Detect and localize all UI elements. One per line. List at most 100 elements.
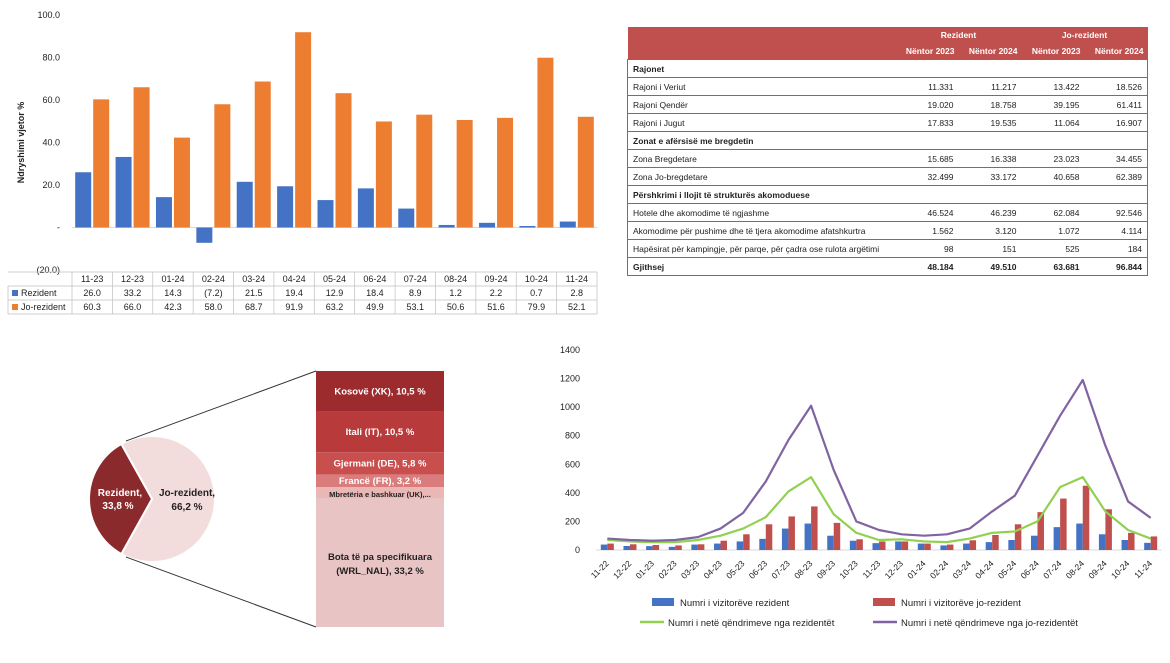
- y-axis-label: Ndryshimi vjetor %: [16, 102, 26, 184]
- data-table-value: 58.0: [205, 302, 223, 312]
- table-row: Rajoni i Veriut 11.331 11.217 13.422 18.526: [627, 77, 1148, 96]
- data-table-value: 66.0: [124, 302, 142, 312]
- bar-visitors-resident: [600, 544, 608, 550]
- connector-line: [125, 370, 317, 442]
- x-tick-label: 10-24: [525, 274, 548, 284]
- bar-visitors-nonresident: [811, 506, 818, 550]
- table-cell: 4.114: [1084, 221, 1148, 240]
- bar-visitors-nonresident: [1150, 536, 1158, 550]
- table-cell: 17.833: [895, 113, 959, 132]
- data-table-value: 68.7: [245, 302, 263, 312]
- data-table-value: 53.1: [407, 302, 425, 312]
- table-group-header-resident: Rezident: [895, 27, 1022, 43]
- table-row-label: Hapësirat për kampingje, për parqe, për …: [627, 239, 896, 258]
- bar-visitors-nonresident: [946, 544, 954, 550]
- bar-visitors-nonresident: [675, 545, 682, 550]
- table-row-label: Rajonet: [627, 59, 1148, 78]
- y-tick-label: 600: [565, 459, 580, 469]
- table-row: Zona Bregdetare 15.685 16.338 23.023 34.455: [627, 149, 1148, 168]
- table-row: Rajoni Qendër 19.020 18.758 39.195 61.411: [627, 95, 1148, 114]
- x-tick-label: 11-22: [589, 558, 611, 580]
- breakdown-label: Francë (FR), 3,2 %: [339, 476, 422, 487]
- y-tick-label: 100.0: [37, 10, 60, 20]
- bar-visitors-nonresident: [1082, 485, 1090, 550]
- bar-visitors-nonresident: [720, 540, 728, 550]
- bar-rezident: [479, 222, 496, 228]
- bar-rezident: [155, 197, 172, 228]
- pie-label: Rezident,: [98, 488, 143, 499]
- bar-visitors-resident: [1076, 523, 1083, 550]
- table-cell: 62.389: [1084, 167, 1148, 186]
- x-tick-label: 09-23: [815, 558, 838, 581]
- breakdown-label: Bota të pa specifikuara: [328, 552, 433, 563]
- y-tick-label: 1200: [560, 374, 580, 384]
- bar-visitors-nonresident: [856, 539, 863, 550]
- table-cell: 3.120: [958, 221, 1022, 240]
- breakdown-label: Gjermani (DE), 5,8 %: [334, 458, 427, 469]
- table-subheader: Nëntor 2023: [1021, 43, 1085, 60]
- accommodation-table: Rezident Jo-rezident Nëntor 2023 Nëntor …: [627, 27, 1148, 276]
- bar-visitors-resident: [940, 545, 947, 550]
- x-tick-label: 10-24: [1109, 558, 1132, 581]
- data-table-value: 60.3: [83, 302, 101, 312]
- bar-visitors-resident: [917, 543, 925, 550]
- y-tick-label: 400: [565, 488, 580, 498]
- data-table-value: 63.2: [326, 302, 344, 312]
- x-tick-label: 04-24: [283, 274, 306, 284]
- x-tick-label: 05-23: [724, 558, 747, 581]
- bar-visitors-resident: [849, 540, 857, 550]
- y-tick-label: 80.0: [42, 53, 60, 63]
- data-table-value: 8.9: [409, 288, 422, 298]
- legend-swatch: [12, 304, 18, 310]
- data-table-value: 12.9: [326, 288, 344, 298]
- bar-rezident: [438, 224, 455, 228]
- table-cell: 1.562: [895, 221, 959, 240]
- visitor-share-pie-chart-svg: Rezident, 33,8 % Jo-rezident, 66,2 % Kosovë …: [88, 370, 444, 628]
- pie-value: 66,2 %: [171, 502, 202, 513]
- bar-visitors-resident: [759, 538, 766, 550]
- bar-visitors-resident: [736, 541, 744, 550]
- bar-jo-rezident: [173, 137, 190, 228]
- x-tick-label: 02-24: [202, 274, 225, 284]
- breakdown-label: Mbretëria e bashkuar (UK),...: [329, 490, 431, 499]
- breakdown-segment: [316, 371, 444, 412]
- bar-visitors-nonresident: [765, 524, 773, 550]
- x-tick-label: 02-24: [928, 558, 951, 581]
- bar-visitors-nonresident: [924, 543, 931, 550]
- pie-label: Jo-rezident,: [159, 488, 215, 499]
- legend-label: Numri i netë qëndrimeve nga rezidentët: [668, 618, 835, 629]
- data-table-value: (7.2): [204, 288, 223, 298]
- bar-visitors-nonresident: [697, 544, 705, 550]
- table-cell: 19.535: [958, 113, 1022, 132]
- data-table-value: 91.9: [285, 302, 303, 312]
- table-cell: 63.681: [1021, 257, 1085, 276]
- table-cell: 33.172: [958, 167, 1022, 186]
- legend-swatch: [12, 290, 18, 296]
- table-cell: 48.184: [895, 257, 959, 276]
- data-table-value: 14.3: [164, 288, 182, 298]
- annual-change-bar-chart: 100.0 80.0 60.0 40.0 20.0 - (20.0) Ndryshimi vj…: [0, 0, 600, 320]
- annual-change-bar-chart-svg: 100.0 80.0 60.0 40.0 20.0 - (20.0) Ndryshimi vj…: [7, 10, 598, 315]
- bar-visitors-nonresident: [1128, 532, 1135, 550]
- table-cell: 16.338: [958, 149, 1022, 168]
- table-cell: 40.658: [1021, 167, 1085, 186]
- x-tick-label: 12-23: [883, 558, 906, 581]
- bar-jo-rezident: [335, 93, 352, 228]
- bar-jo-rezident: [497, 117, 514, 228]
- bar-visitors-nonresident: [629, 544, 637, 550]
- table-row-label: Zonat e afërsisë me bregdetin: [627, 131, 1148, 150]
- y-tick-label: 1400: [560, 345, 580, 355]
- bar-jo-rezident: [456, 119, 473, 228]
- table-row-label: Zona Bregdetare: [627, 149, 896, 168]
- table-row-label: Hotele dhe akomodime të ngjashme: [627, 203, 896, 222]
- y-tick-label: 40.0: [42, 138, 60, 148]
- table-cell: 62.084: [1021, 203, 1085, 222]
- table-row-label: Gjithsej: [627, 257, 896, 276]
- x-tick-label: 07-24: [1041, 558, 1064, 581]
- table-section-row: Zonat e afërsisë me bregdetin: [627, 131, 1148, 150]
- x-tick-label: 11-23: [860, 558, 882, 580]
- data-table-value: 2.2: [490, 288, 503, 298]
- x-tick-label: 12-23: [121, 274, 144, 284]
- x-tick-label: 01-24: [161, 274, 184, 284]
- table-cell: 49.510: [958, 257, 1022, 276]
